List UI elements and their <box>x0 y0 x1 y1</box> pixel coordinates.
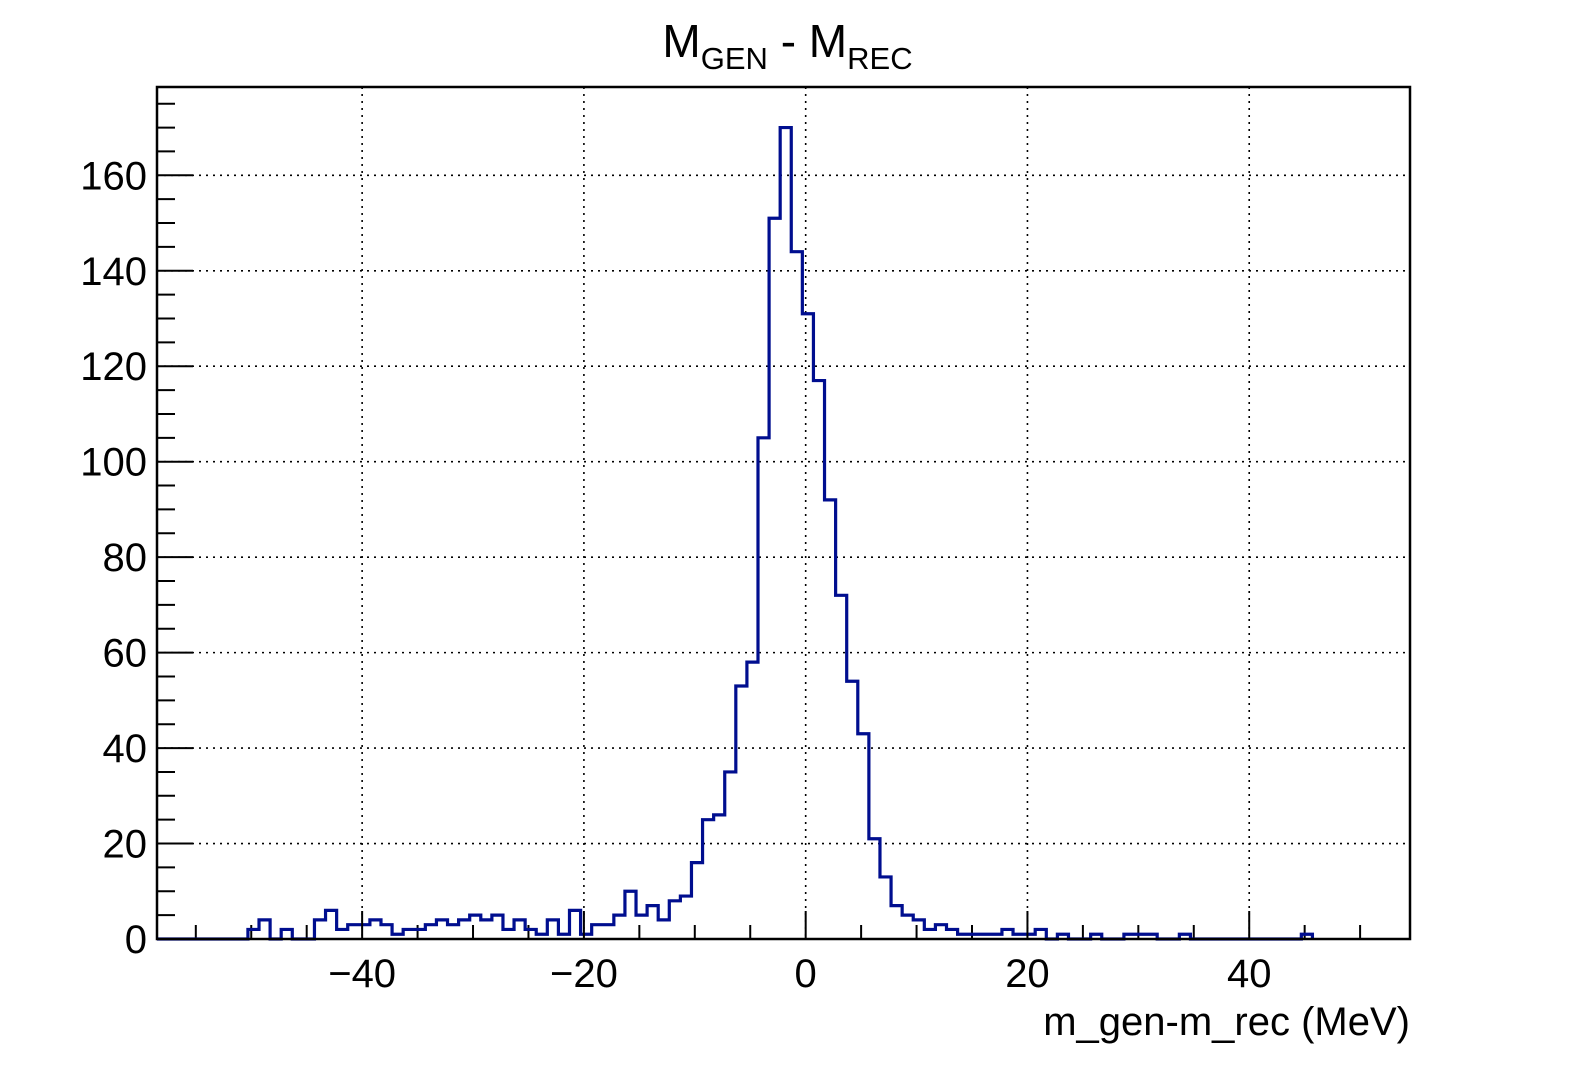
x-tick-label: 40 <box>1227 952 1272 996</box>
minor-ticks <box>157 102 1362 939</box>
y-tick-label: 20 <box>103 823 148 867</box>
plot-frame <box>155 85 1412 941</box>
y-tick-label: 80 <box>103 536 148 580</box>
y-tick-label: 100 <box>80 441 147 485</box>
chart-title: MGEN - MREC <box>0 14 1575 77</box>
title-part-mid: - M <box>767 15 848 67</box>
x-tick-label: −20 <box>550 952 618 996</box>
grid-lines <box>157 87 1410 939</box>
y-tick-label: 140 <box>80 250 147 294</box>
title-sub-rec: REC <box>847 41 913 76</box>
y-tick-label: 0 <box>125 918 147 962</box>
x-axis-label: m_gen-m_rec (MeV) <box>1043 1000 1410 1044</box>
major-ticks <box>157 174 1251 940</box>
x-tick-labels: −40 −20 0 20 40 <box>328 952 1271 996</box>
y-tick-label: 160 <box>80 154 147 198</box>
title-part-main: M <box>662 15 701 67</box>
y-tick-labels: 0 20 40 60 80 100 120 140 160 <box>80 154 147 962</box>
histogram-line <box>157 125 1315 941</box>
x-tick-label: −40 <box>328 952 396 996</box>
histogram-series <box>157 125 1315 941</box>
title-sub-gen: GEN <box>700 41 768 76</box>
x-tick-label: 0 <box>795 952 817 996</box>
y-tick-label: 40 <box>103 727 148 771</box>
x-tick-label: 20 <box>1005 952 1050 996</box>
y-tick-label: 120 <box>80 345 147 389</box>
y-tick-label: 60 <box>103 632 148 676</box>
